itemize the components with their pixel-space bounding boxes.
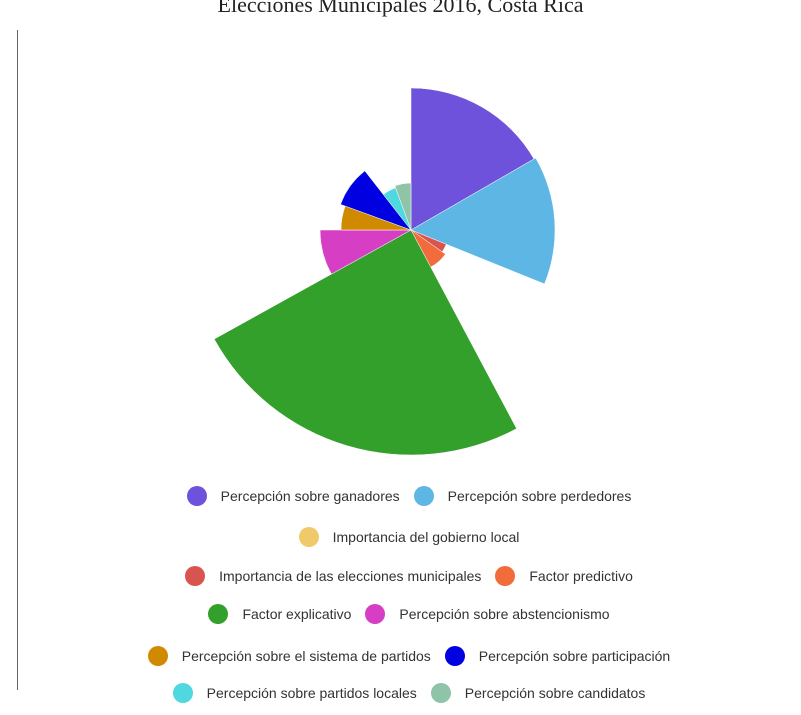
legend-label: Percepción sobre ganadores xyxy=(220,488,400,504)
wedge xyxy=(410,87,535,231)
legend-item: Percepción sobre ganadores xyxy=(186,486,400,506)
legend-item: Percepción sobre participación xyxy=(444,646,671,666)
legend-swatch xyxy=(185,566,206,586)
legend-item: Factor explicativo xyxy=(208,604,351,624)
legend-item: Percepción sobre candidatos xyxy=(430,683,646,703)
legend-label: Percepción sobre el sistema de partidos xyxy=(181,648,431,664)
wedge xyxy=(394,182,412,231)
legend-label: Factor predictivo xyxy=(529,568,633,584)
legend-swatch xyxy=(172,683,193,703)
legend-row: Factor explicativo Percepción sobre abste… xyxy=(17,604,801,624)
legend-swatch xyxy=(186,486,207,506)
legend-row: Percepción sobre el sistema de partidos P… xyxy=(17,646,801,666)
chart xyxy=(213,87,556,456)
wedge xyxy=(319,229,412,275)
legend-label: Percepción sobre candidatos xyxy=(464,685,646,701)
legend-item: Importancia de las elecciones municipale… xyxy=(185,566,481,586)
legend-item: Percepción sobre el sistema de partidos xyxy=(147,646,431,666)
legend-label: Importancia del gobierno local xyxy=(332,529,520,545)
legend-row: Percepción sobre ganadores Percepción sob… xyxy=(17,486,801,506)
wedge xyxy=(213,229,517,456)
legend-swatch xyxy=(413,486,434,506)
legend-label: Percepción sobre abstencionismo xyxy=(399,606,610,622)
legend-swatch xyxy=(208,604,229,624)
legend-label: Importancia de las elecciones municipale… xyxy=(219,568,482,584)
legend-row: Percepción sobre partidos locales Percepc… xyxy=(17,683,801,703)
legend-item: Percepción sobre perdedores xyxy=(413,486,632,506)
legend-label: Percepción sobre perdedores xyxy=(447,488,632,504)
chart-title: Elecciones Municipales 2016, Costa Rica xyxy=(217,0,584,17)
legend-swatch xyxy=(147,646,168,666)
legend-item: Factor predictivo xyxy=(495,566,633,586)
legend-swatch xyxy=(298,527,319,547)
legend-swatch xyxy=(430,683,451,703)
legend-row: Importancia del gobierno local xyxy=(17,527,801,547)
wedge xyxy=(340,170,412,231)
legend-item: Percepción sobre partidos locales xyxy=(172,683,417,703)
legend-item: Importancia del gobierno local xyxy=(298,527,520,547)
legend-label: Percepción sobre participación xyxy=(478,648,671,664)
legend-item: Percepción sobre abstencionismo xyxy=(365,604,610,624)
wedge xyxy=(410,157,556,285)
legend-label: Percepción sobre partidos locales xyxy=(206,685,417,701)
legend-row: Importancia de las elecciones municipale… xyxy=(17,566,801,586)
legend-label: Factor explicativo xyxy=(242,606,352,622)
legend-swatch xyxy=(365,604,386,624)
axis-line xyxy=(17,30,18,690)
legend-swatch xyxy=(444,646,465,666)
legend-swatch xyxy=(495,566,516,586)
